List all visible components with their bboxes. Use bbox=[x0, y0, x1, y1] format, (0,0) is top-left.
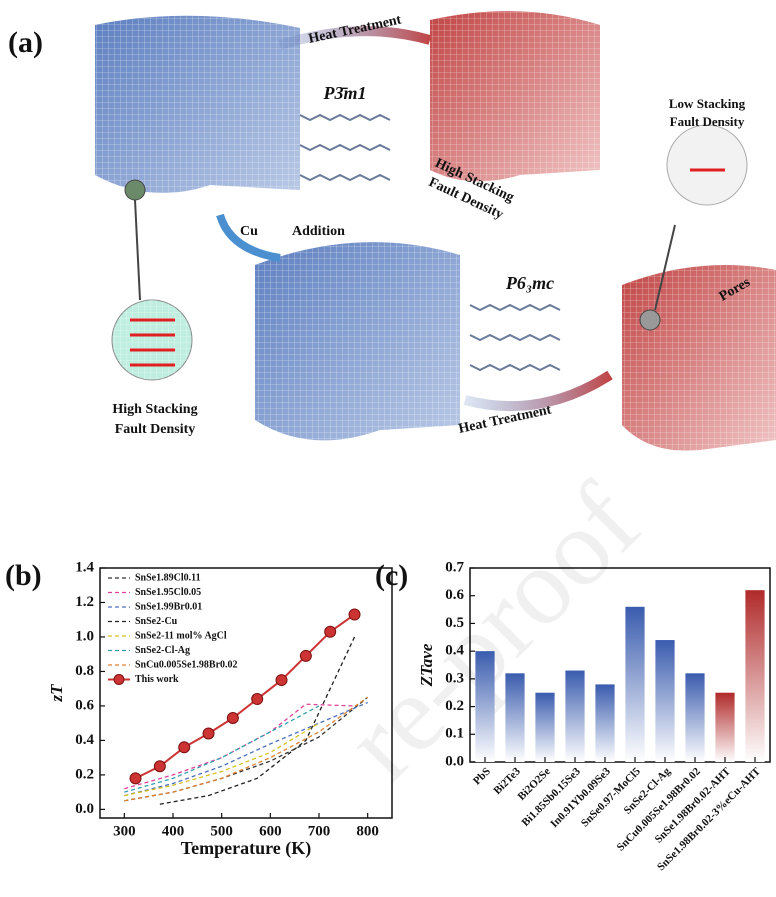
x-axis-label: Temperature (K) bbox=[181, 838, 311, 859]
point bbox=[226, 712, 239, 724]
note: Fault Density bbox=[670, 114, 745, 129]
x-tick-label: 300 bbox=[113, 823, 136, 839]
bar bbox=[715, 692, 735, 762]
y-tick-label: 0.4 bbox=[75, 732, 94, 748]
legend-label: This work bbox=[135, 674, 179, 685]
bar bbox=[625, 606, 645, 762]
x-tick-label: 700 bbox=[308, 823, 331, 839]
y-tick-label: 0.7 bbox=[445, 559, 464, 575]
legend-label: SnSe1.95Cl0.05 bbox=[135, 587, 201, 598]
y-axis-label: ZTave bbox=[417, 643, 436, 687]
series-line bbox=[124, 722, 320, 797]
series-line bbox=[124, 705, 320, 793]
y-tick-label: 0.2 bbox=[445, 698, 464, 714]
axes-frame bbox=[469, 567, 771, 763]
space-group: P3̄m1 bbox=[323, 83, 367, 103]
y-tick-label: 0.4 bbox=[445, 643, 464, 659]
y-tick-label: 0.6 bbox=[75, 697, 94, 713]
y-axis-label: zT bbox=[47, 684, 66, 703]
y-tick-label: 0.0 bbox=[445, 753, 464, 769]
y-tick-label: 0.0 bbox=[75, 801, 94, 817]
y-tick-label: 0.3 bbox=[445, 670, 464, 686]
bar bbox=[565, 670, 585, 762]
legend-label: SnSe2-Cl-Ag bbox=[135, 645, 190, 656]
point bbox=[129, 772, 142, 785]
point bbox=[299, 649, 312, 662]
legend-label: SnSe2-11 mol% AgCl bbox=[135, 630, 227, 641]
bar bbox=[505, 673, 525, 762]
axes-frame bbox=[99, 567, 393, 819]
point bbox=[348, 608, 361, 621]
arrow-label: Cu bbox=[240, 224, 258, 239]
y-tick-label: 0.8 bbox=[75, 663, 94, 679]
y-tick-label: 0.2 bbox=[75, 766, 94, 782]
bar bbox=[595, 684, 615, 762]
bar bbox=[475, 651, 495, 762]
bar bbox=[655, 640, 675, 762]
point bbox=[275, 674, 288, 687]
bar bbox=[745, 590, 765, 762]
arrow-label: Heat Treatment bbox=[307, 12, 403, 46]
y-tick-label: 0.1 bbox=[445, 726, 464, 742]
series-line bbox=[135, 613, 356, 780]
x-tick-label: 800 bbox=[356, 823, 379, 839]
series-line bbox=[124, 703, 355, 790]
point bbox=[251, 693, 264, 706]
legend-label: SnSe2-Cu bbox=[135, 616, 178, 627]
panel-label: (a) bbox=[8, 26, 43, 59]
x-tick-label: 500 bbox=[210, 823, 233, 839]
y-tick-label: 1.4 bbox=[75, 559, 94, 575]
note: Fault Density bbox=[115, 422, 196, 437]
y-tick-label: 0.6 bbox=[445, 587, 464, 603]
legend-label: SnSe1.99Br0.01 bbox=[135, 601, 202, 612]
panel-label: (c) bbox=[375, 559, 408, 592]
arrow-label: Addition bbox=[292, 224, 345, 239]
y-tick-label: 1.0 bbox=[75, 628, 94, 644]
series-line bbox=[159, 636, 356, 805]
legend-label: SnCu0.005Se1.98Br0.02 bbox=[135, 659, 238, 670]
point bbox=[178, 741, 191, 754]
series-line bbox=[124, 696, 369, 802]
note: Low Stacking bbox=[669, 96, 746, 111]
x-tick-label: 600 bbox=[259, 823, 282, 839]
space-group: P6₃mc bbox=[505, 273, 554, 293]
x-tick-label: 400 bbox=[162, 823, 185, 839]
point bbox=[153, 760, 166, 773]
panel-label: (b) bbox=[5, 559, 42, 592]
point bbox=[202, 727, 215, 740]
bar bbox=[535, 692, 555, 762]
legend-marker bbox=[113, 674, 125, 685]
bar bbox=[685, 673, 705, 762]
series-line bbox=[124, 701, 368, 797]
point bbox=[324, 625, 337, 638]
note: High Stacking bbox=[112, 402, 197, 417]
y-tick-label: 1.2 bbox=[75, 594, 94, 610]
y-tick-label: 0.5 bbox=[445, 615, 464, 631]
legend-label: SnSe1.89Cl0.11 bbox=[135, 572, 201, 583]
x-tick-label: PbS bbox=[471, 765, 493, 787]
